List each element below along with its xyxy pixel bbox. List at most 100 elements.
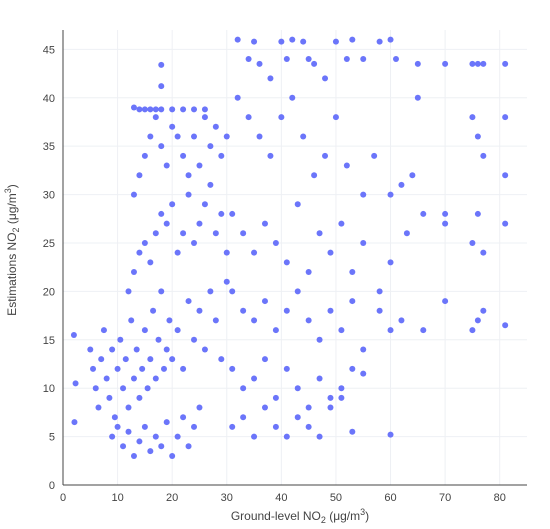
data-point [141, 327, 148, 334]
data-point [289, 36, 296, 43]
data-point [180, 414, 187, 421]
data-point [152, 230, 159, 237]
x-tick-label: 20 [166, 492, 178, 504]
data-point [409, 172, 416, 179]
data-point [376, 307, 383, 314]
data-point [480, 307, 487, 314]
data-point [72, 380, 79, 387]
data-point [166, 317, 173, 324]
data-point [98, 356, 105, 363]
x-tick-label: 40 [275, 492, 287, 504]
data-point [322, 75, 329, 82]
data-point [207, 288, 214, 295]
data-point [294, 385, 301, 392]
data-point [180, 230, 187, 237]
data-point [169, 106, 176, 113]
data-point [272, 394, 279, 401]
data-point [185, 191, 192, 198]
data-point [212, 123, 219, 130]
data-point [245, 56, 252, 63]
tick-labels: 0 10 20 30 40 50 60 70 80 0 5 10 15 20 25 30 35 40 45 [43, 44, 506, 504]
data-point [136, 106, 143, 113]
data-point [191, 336, 198, 343]
data-point [338, 394, 345, 401]
data-point [311, 60, 318, 67]
data-point [245, 114, 252, 121]
data-point [480, 152, 487, 159]
data-point [442, 60, 449, 67]
data-point [163, 346, 170, 353]
data-point [349, 365, 356, 372]
data-point [147, 356, 154, 363]
data-point [305, 269, 312, 276]
data-point [152, 114, 159, 121]
data-point [387, 431, 394, 438]
data-point [223, 278, 230, 285]
data-point [155, 336, 162, 343]
data-point [163, 220, 170, 227]
data-point [234, 94, 241, 101]
data-point [114, 365, 121, 372]
data-point [106, 394, 113, 401]
data-point [218, 152, 225, 159]
data-point [283, 307, 290, 314]
data-point [174, 133, 181, 140]
data-point [327, 307, 334, 314]
y-tick-label: 45 [43, 44, 55, 56]
data-point [212, 230, 219, 237]
data-point [251, 433, 258, 440]
data-point [139, 365, 146, 372]
data-point [392, 56, 399, 63]
data-point [130, 104, 137, 111]
data-point [122, 356, 129, 363]
data-point [360, 191, 367, 198]
data-point [136, 438, 143, 445]
data-point [218, 210, 225, 217]
data-point [163, 162, 170, 169]
data-point [442, 210, 449, 217]
data-point [180, 365, 187, 372]
data-point [316, 375, 323, 382]
data-point [201, 114, 208, 121]
data-point [283, 365, 290, 372]
data-point [152, 375, 159, 382]
data-point [169, 356, 176, 363]
data-point [327, 394, 334, 401]
data-point [502, 220, 509, 227]
data-point [90, 365, 97, 372]
data-point [92, 385, 99, 392]
data-point [387, 36, 394, 43]
data-point [261, 356, 268, 363]
data-point [158, 83, 165, 90]
data-point [420, 327, 427, 334]
data-point [117, 336, 124, 343]
data-point [136, 394, 143, 401]
data-point [256, 133, 263, 140]
data-point [469, 239, 476, 246]
data-point [158, 443, 165, 450]
data-point [111, 414, 118, 421]
data-point [141, 423, 148, 430]
data-point [169, 201, 176, 208]
data-point [185, 298, 192, 305]
data-point [109, 433, 116, 440]
data-point [234, 36, 241, 43]
data-point [272, 327, 279, 334]
data-point [158, 210, 165, 217]
data-point [169, 452, 176, 459]
data-point [141, 106, 148, 113]
data-point [207, 181, 214, 188]
data-point [343, 162, 350, 169]
data-point [376, 288, 383, 295]
data-point [133, 346, 140, 353]
data-point [474, 133, 481, 140]
data-point [144, 385, 151, 392]
x-tick-label: 60 [384, 492, 396, 504]
data-point [480, 249, 487, 256]
data-point [174, 249, 181, 256]
data-point [125, 428, 132, 435]
data-point [283, 259, 290, 266]
data-point [474, 210, 481, 217]
data-point [251, 375, 258, 382]
data-point [158, 143, 165, 150]
